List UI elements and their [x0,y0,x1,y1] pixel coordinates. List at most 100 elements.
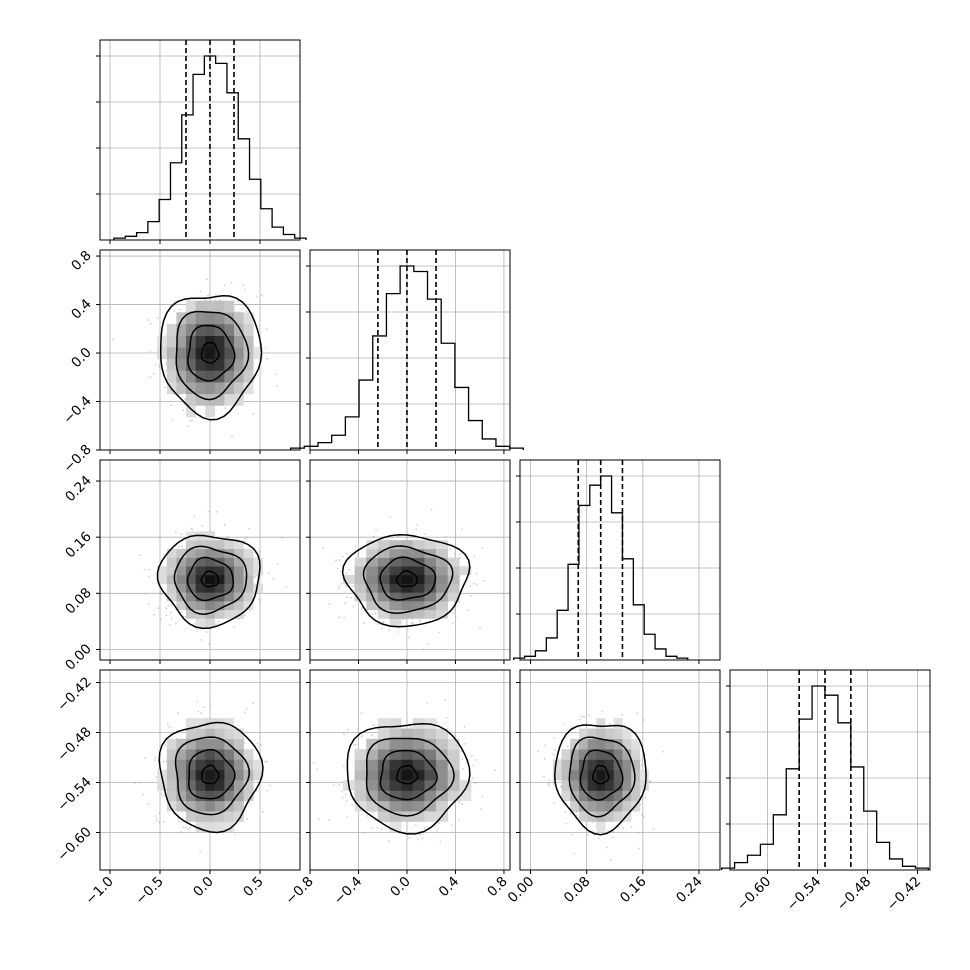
scatter-point [342,764,345,767]
scatter-point [165,606,167,609]
scatter-point [162,760,165,763]
x-tick-label: −0.4 [331,874,365,908]
density-cell [596,821,606,833]
density-cell [186,323,196,336]
density-cell [176,790,187,802]
scatter-point [553,737,555,739]
scatter-point [191,528,194,531]
density-cell [224,821,235,833]
density-cell [166,557,177,567]
density-cell [377,718,390,729]
scatter-point [449,547,452,550]
scatter-point [543,757,546,760]
scatter-point [346,816,349,818]
scatter-point [548,779,551,782]
scatter-point [475,572,478,575]
density-cell [166,548,177,558]
density-cell [195,323,206,336]
scatter-point [353,743,355,746]
contour-line [158,721,264,834]
density-cell [234,601,244,611]
density-cell [186,769,196,781]
density-cell [424,557,437,567]
density-cell [195,393,206,406]
density-cell [195,312,206,325]
scatter-point [606,829,609,832]
scatter-point [147,803,150,806]
density-cell [195,759,206,771]
scatter-point [155,775,158,778]
histogram-panel [513,459,721,661]
scatter-point [259,600,262,603]
scatter-point [201,524,204,527]
scatter-point [154,756,157,759]
scatter-point [612,836,615,839]
density-cell [195,790,206,802]
scatter-point [346,552,348,555]
scatter-point [569,812,572,815]
scatter-point [410,622,413,625]
density-cell [587,738,597,750]
scatter-point [168,726,171,728]
scatter-point [583,715,586,718]
density-cell [412,540,425,550]
density-cell [578,811,588,822]
histogram-panel [96,39,307,241]
density-cell [186,347,196,360]
scatter-point [360,735,363,738]
density-cell [243,323,254,336]
scatter-point [467,609,470,612]
density-cell [389,728,402,740]
axes-frame [99,39,301,241]
scatter-point [360,608,363,611]
scatter-point [553,802,556,804]
scatter-point [147,319,150,321]
density-cell [176,800,187,812]
density-cell [166,370,177,383]
density-cell [366,574,379,584]
scatter-point [433,825,436,828]
density-layer [100,250,300,476]
density-cell [186,557,196,567]
scatter-point [476,583,478,586]
scatter-point [196,700,199,703]
contour-line [395,570,418,588]
scatter-point [259,744,262,746]
scatter-point [112,338,114,341]
density-cell [205,790,216,802]
scatter-point [458,601,461,604]
density-cell [354,574,367,584]
scatter-point [552,753,555,756]
scatter-point [662,750,664,753]
scatter-point [338,585,341,588]
density-cell [389,583,402,593]
scatter-point [214,299,217,302]
scatter-point [471,754,473,757]
density-cell [234,769,244,781]
density-cell [186,811,196,822]
density-cell [424,583,437,593]
density-cell [354,790,367,802]
density-cell [354,749,367,760]
density-cell [224,811,235,822]
density-cell [354,780,367,791]
scatter-point [559,785,562,788]
y-tick-label: 0.16 [62,529,95,562]
density-cell [205,618,216,628]
density-cell [166,759,177,771]
density-cell [401,769,414,781]
density-cell [436,566,448,576]
density-cell [587,811,597,822]
scatter-point [158,364,161,366]
scatter-point [436,829,439,832]
density-cell [186,800,196,812]
scatter-point [172,474,174,476]
scatter-point [170,617,173,620]
scatter-point [464,743,467,745]
density-cell [214,393,225,406]
scatter-point [470,595,473,597]
scatter-point [419,833,422,836]
density-cell [401,759,414,771]
density-cell [224,592,235,602]
